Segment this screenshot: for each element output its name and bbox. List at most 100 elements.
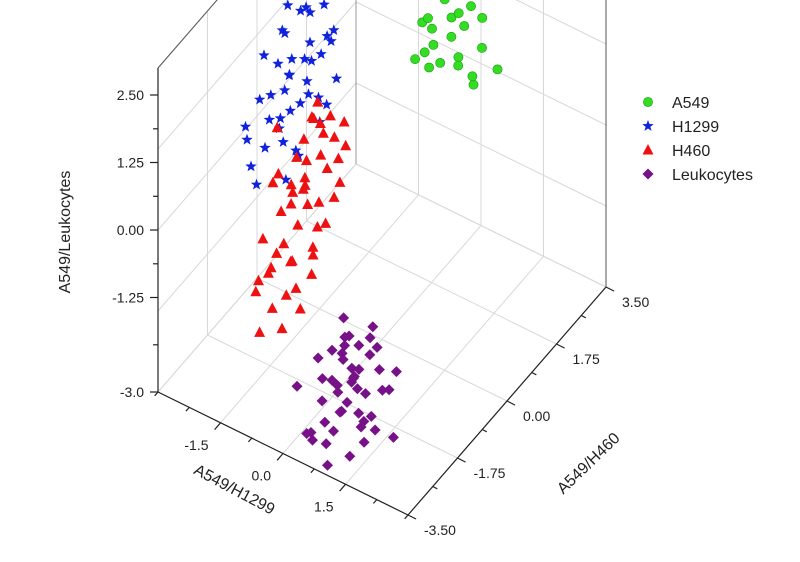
point-a549 bbox=[477, 43, 487, 53]
grid-line bbox=[256, 277, 508, 402]
point-leukocytes bbox=[331, 379, 343, 391]
point-h460 bbox=[266, 302, 278, 313]
point-h460 bbox=[299, 171, 311, 183]
z-tick-label: 2.50 bbox=[117, 87, 144, 103]
point-h460 bbox=[286, 255, 298, 266]
legend-label-h460: H460 bbox=[672, 143, 710, 160]
point-h460 bbox=[253, 274, 264, 286]
y-tick-label: 0.00 bbox=[523, 408, 550, 424]
grid-layer bbox=[157, 0, 607, 516]
y-axis-label: A549/H460 bbox=[554, 430, 623, 498]
point-h1299 bbox=[304, 6, 316, 18]
point-leukocytes bbox=[383, 384, 395, 396]
point-h1299 bbox=[294, 4, 307, 16]
point-h460 bbox=[321, 162, 333, 173]
point-a549 bbox=[453, 60, 464, 71]
point-h1299 bbox=[272, 57, 284, 69]
point-h1299 bbox=[294, 97, 306, 109]
point-h1299 bbox=[318, 0, 330, 10]
point-h1299 bbox=[284, 104, 296, 116]
y-tick bbox=[407, 514, 417, 520]
point-leukocytes bbox=[337, 354, 349, 365]
point-leukocytes bbox=[319, 416, 331, 428]
point-h460 bbox=[254, 326, 266, 337]
point-h1299 bbox=[290, 144, 302, 156]
point-a549 bbox=[453, 8, 464, 19]
point-h460 bbox=[272, 167, 284, 179]
point-leukocytes bbox=[364, 332, 376, 344]
point-h1299 bbox=[241, 133, 253, 145]
y-tick bbox=[457, 457, 466, 463]
z-axis-label: A549/Leukocytes bbox=[57, 171, 74, 294]
y-tick bbox=[581, 314, 587, 319]
point-h1299 bbox=[301, 75, 313, 87]
grid-line bbox=[355, 82, 607, 207]
grid-line bbox=[355, 1, 607, 126]
point-leukocytes bbox=[316, 373, 328, 385]
point-leukocytes bbox=[341, 396, 353, 408]
point-leukocytes bbox=[301, 428, 313, 439]
point-h460 bbox=[301, 154, 312, 166]
point-leukocytes bbox=[360, 388, 371, 400]
point-leukocytes bbox=[316, 395, 328, 407]
y-tick bbox=[605, 286, 615, 292]
x-tick bbox=[339, 483, 346, 492]
point-h460 bbox=[328, 191, 340, 202]
point-h1299 bbox=[321, 30, 333, 41]
point-h460 bbox=[332, 152, 344, 164]
point-h460 bbox=[291, 151, 303, 162]
point-h460 bbox=[307, 241, 319, 252]
y-tick-label: -1.75 bbox=[474, 465, 506, 481]
x-tick bbox=[214, 422, 221, 430]
point-h1299 bbox=[259, 141, 271, 153]
y-tick-label: 3.50 bbox=[622, 294, 649, 310]
point-h1299 bbox=[263, 113, 276, 125]
point-h460 bbox=[271, 121, 283, 133]
point-leukocytes bbox=[332, 386, 344, 398]
point-a549 bbox=[424, 62, 434, 73]
point-a549 bbox=[477, 12, 488, 23]
point-leukocytes bbox=[365, 410, 377, 422]
point-h1299 bbox=[283, 68, 296, 80]
point-leukocytes bbox=[320, 438, 332, 450]
point-a549 bbox=[435, 58, 446, 68]
x-tick bbox=[276, 453, 284, 461]
x-tick-label: 0.0 bbox=[252, 468, 272, 484]
point-a549 bbox=[410, 54, 420, 64]
point-h460 bbox=[285, 198, 297, 209]
point-leukocytes bbox=[353, 363, 365, 375]
point-h1299 bbox=[302, 88, 315, 100]
point-leukocytes bbox=[364, 349, 376, 361]
point-h460 bbox=[320, 217, 332, 228]
point-leukocytes bbox=[334, 406, 346, 418]
point-h460 bbox=[307, 249, 319, 260]
point-h460 bbox=[257, 232, 269, 244]
grid-line bbox=[207, 334, 458, 459]
point-h460 bbox=[338, 116, 350, 127]
point-leukocytes bbox=[339, 340, 351, 351]
point-h1299 bbox=[276, 24, 288, 36]
point-h1299 bbox=[328, 24, 340, 35]
point-h460 bbox=[290, 282, 302, 293]
point-h1299 bbox=[265, 89, 277, 100]
point-h1299 bbox=[274, 112, 287, 124]
point-h1299 bbox=[254, 93, 266, 105]
point-leukocytes bbox=[390, 366, 402, 378]
point-a549 bbox=[492, 64, 503, 75]
point-a549 bbox=[427, 23, 437, 34]
point-h460 bbox=[271, 247, 283, 258]
point-h1299 bbox=[250, 178, 263, 190]
point-leukocytes bbox=[367, 321, 379, 333]
point-leukocytes bbox=[376, 384, 388, 396]
point-leukocytes bbox=[344, 450, 356, 462]
grid-line bbox=[515, 0, 607, 45]
point-h1299 bbox=[315, 48, 327, 59]
legend: A549 H1299 H460 Leukocytes bbox=[642, 95, 753, 184]
point-leukocytes bbox=[358, 415, 370, 427]
point-leukocytes bbox=[312, 352, 324, 364]
point-h460 bbox=[306, 111, 318, 122]
point-h1299 bbox=[239, 120, 252, 132]
point-h1299 bbox=[280, 173, 292, 185]
point-leukocytes bbox=[343, 330, 355, 342]
